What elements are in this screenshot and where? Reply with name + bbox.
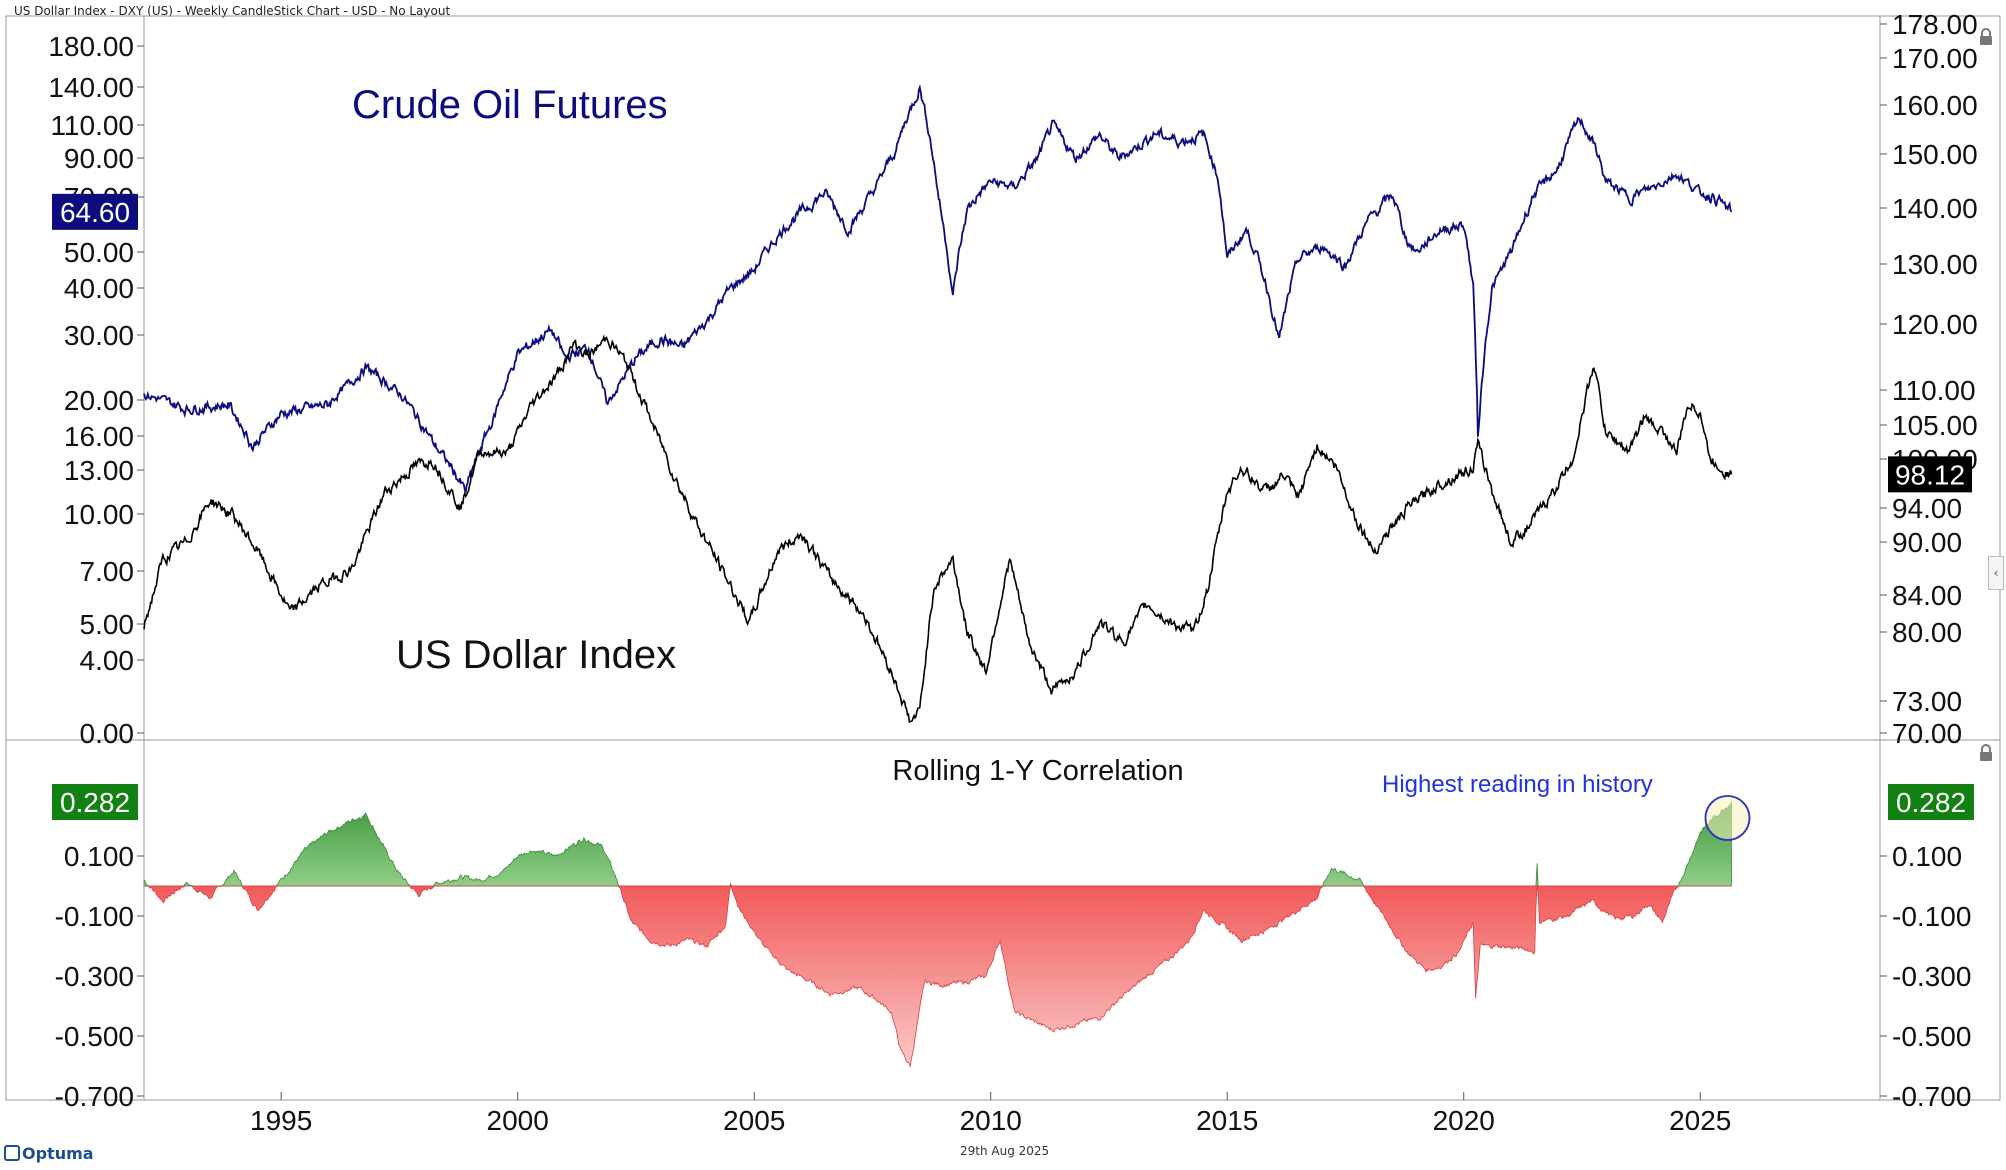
left-axis-tick-label: 40.00 (64, 273, 134, 304)
right-axis-tick-label: 80.00 (1892, 617, 1962, 648)
left-axis-tick-label: 30.00 (64, 320, 134, 351)
corr-last-value-left: 0.282 (60, 787, 130, 818)
left-axis-tick-label: 0.00 (80, 718, 135, 749)
positive-correlation-area (143, 801, 1732, 887)
optuma-logo: Optuma (4, 1144, 94, 1163)
left-axis-tick-label: 4.00 (80, 645, 135, 676)
x-axis-tick-label: 2015 (1196, 1105, 1258, 1136)
dxy-last-value: 98.12 (1895, 459, 1965, 490)
dollar-index-line (143, 334, 1733, 723)
labels: 64.60 98.12 0.282 0.282 Crude Oil Futures US … (52, 83, 1974, 841)
right-axis-tick-label: 94.00 (1892, 493, 1962, 524)
corr-right-tick-label: -0.500 (1892, 1021, 1971, 1052)
correlation-area (143, 801, 1732, 1067)
oil-last-value: 64.60 (60, 197, 130, 228)
right-axis-tick-label: 110.00 (1892, 375, 1976, 406)
corr-right-tick-label: -0.700 (1892, 1081, 1971, 1112)
x-axis-tick-label: 2000 (487, 1105, 549, 1136)
corr-left-tick-label: -0.300 (55, 961, 134, 992)
corr-last-value-right: 0.282 (1896, 787, 1966, 818)
x-axis-tick-label: 2020 (1433, 1105, 1495, 1136)
left-axis-tick-label: 13.00 (64, 455, 134, 486)
negative-correlation-area (144, 884, 1732, 1067)
corr-left-tick-label: 0.100 (64, 841, 134, 872)
right-axis-tick-label: 70.00 (1892, 718, 1962, 749)
axes: 180.00140.00110.0090.0070.0050.0040.0030… (48, 9, 1977, 1136)
right-axis-tick-label: 130.00 (1892, 249, 1978, 280)
right-axis-tick-label: 90.00 (1892, 527, 1962, 558)
x-axis-tick-label: 2025 (1669, 1105, 1731, 1136)
logo-icon (4, 1145, 20, 1161)
corr-left-tick-label: -0.700 (55, 1081, 134, 1112)
corr-last-value-right-box (1888, 784, 1974, 820)
right-axis-tick-label: 73.00 (1892, 686, 1962, 717)
corr-last-value-left-box (52, 784, 138, 820)
left-axis-tick-label: 90.00 (64, 143, 134, 174)
oil-annotation: Crude Oil Futures (352, 83, 668, 127)
x-axis-tick-label: 2005 (723, 1105, 785, 1136)
left-axis-tick-label: 180.00 (48, 31, 134, 62)
highest-reading-annotation: Highest reading in history (1382, 771, 1653, 798)
corr-right-tick-label: -0.300 (1892, 961, 1971, 992)
footer-date: 29th Aug 2025 (960, 1144, 1050, 1158)
x-axis-tick-label: 1995 (250, 1105, 312, 1136)
crude-oil-line (143, 83, 1733, 494)
left-axis-tick-label: 16.00 (64, 421, 134, 452)
dxy-last-value-box (1888, 456, 1972, 493)
right-axis-tick-label: 160.00 (1892, 90, 1978, 121)
right-axis-tick-label: 105.00 (1892, 410, 1978, 441)
right-axis-tick-label: 170.00 (1892, 43, 1978, 74)
highlight-circle (1704, 795, 1751, 841)
x-axis-tick-label: 2010 (960, 1105, 1022, 1136)
oil-last-value-box (52, 193, 138, 230)
lock-icon[interactable] (1978, 744, 1994, 762)
corr-left-tick-label: -0.500 (55, 1021, 134, 1052)
right-axis-tick-label: 84.00 (1892, 580, 1962, 611)
left-axis-tick-label: 10.00 (64, 499, 134, 530)
left-axis-tick-label: 50.00 (64, 237, 134, 268)
right-axis-tick-label: 178.00 (1892, 9, 1978, 40)
price-lines (143, 83, 1733, 723)
lock-icon[interactable] (1978, 28, 1994, 46)
right-axis-tick-label: 150.00 (1892, 139, 1978, 170)
dxy-annotation: US Dollar Index (396, 633, 676, 677)
corr-panel-title: Rolling 1-Y Correlation (892, 755, 1183, 787)
chevron-left-icon[interactable]: ‹ (1988, 556, 2004, 590)
left-axis-tick-label: 5.00 (80, 609, 135, 640)
right-axis-tick-label: 140.00 (1892, 193, 1978, 224)
corr-right-tick-label: -0.100 (1892, 901, 1971, 932)
right-axis-tick-label: 120.00 (1892, 309, 1978, 340)
window-title: US Dollar Index - DXY (US) - Weekly Cand… (14, 4, 451, 18)
left-axis-tick-label: 20.00 (64, 385, 134, 416)
left-axis-tick-label: 110.00 (50, 110, 134, 141)
left-axis-tick-label: 7.00 (80, 556, 135, 587)
left-axis-tick-label: 140.00 (48, 72, 134, 103)
corr-left-tick-label: -0.100 (55, 901, 134, 932)
corr-right-tick-label: 0.100 (1892, 841, 1962, 872)
logo-text: Optuma (22, 1144, 94, 1163)
